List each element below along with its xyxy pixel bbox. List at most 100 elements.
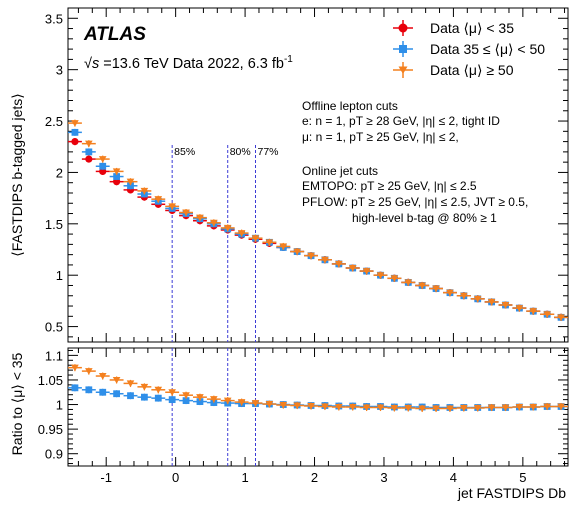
main-data-points xyxy=(68,119,568,322)
ratio-point-series-2 xyxy=(487,404,496,412)
ratio-tick-label: 1 xyxy=(56,398,63,413)
x-tick-label: 5 xyxy=(519,470,526,485)
data-point-series-2 xyxy=(237,230,246,237)
data-point-series-2 xyxy=(140,187,149,195)
ratio-point-series-2 xyxy=(112,376,121,384)
ratio-point-series-1 xyxy=(196,398,204,405)
ratio-point-series-2 xyxy=(446,405,454,413)
ratio-point-series-2 xyxy=(418,405,426,413)
y-tick-label: 0.5 xyxy=(45,320,63,335)
y-axis-title-main: ⟨FASTDIPS b-tagged jets⟩ xyxy=(9,93,25,256)
legend-marker-low-mu xyxy=(398,23,408,33)
ratio-point-series-1 xyxy=(71,384,79,392)
ratio-point-series-2 xyxy=(348,404,357,411)
data-point-series-2 xyxy=(460,292,468,300)
x-tick-label: -1 xyxy=(100,470,112,485)
data-point-series-2 xyxy=(154,196,163,203)
data-point-series-1 xyxy=(85,148,93,156)
ratio-point-series-1 xyxy=(99,388,107,396)
ratio-point-series-2 xyxy=(182,392,190,399)
data-point-series-2 xyxy=(390,275,399,283)
ratio-point-series-2 xyxy=(321,403,329,411)
data-point-series-2 xyxy=(112,168,121,176)
ratio-point-series-1 xyxy=(182,397,190,405)
data-point-series-2 xyxy=(251,235,260,243)
online-cuts-pflow: PFLOW: pT ≥ 25 GeV, |η| ≤ 2.5, JVT ≥ 0.5… xyxy=(302,195,528,209)
data-point-series-1 xyxy=(127,182,134,190)
data-point-series-2 xyxy=(98,156,107,163)
ratio-point-series-2 xyxy=(376,404,385,412)
ratio-point-series-2 xyxy=(251,400,260,407)
ratio-point-series-2 xyxy=(279,402,288,409)
y-tick-label: 1.5 xyxy=(45,217,63,232)
ratio-point-series-2 xyxy=(140,383,149,391)
ratio-point-series-2 xyxy=(307,403,315,410)
ratio-tick-label: 0.95 xyxy=(38,422,63,437)
x-tick-label: 4 xyxy=(450,470,457,485)
ratio-point-series-2 xyxy=(293,402,301,410)
energy-lumi-text: =13.6 TeV Data 2022, 6.3 fb xyxy=(99,56,284,72)
data-point-series-2 xyxy=(543,311,551,319)
data-point-series-0 xyxy=(71,138,79,146)
ratio-point-series-2 xyxy=(529,404,538,411)
ratio-point-series-2 xyxy=(390,404,399,412)
data-point-series-2 xyxy=(348,265,357,272)
ratio-point-series-1 xyxy=(127,392,134,400)
working-point-label: 85% xyxy=(174,146,195,158)
legend-entry-mid-mu: Data 35 ≤ ⟨μ⟩ < 50 xyxy=(393,41,545,57)
ratio-point-series-2 xyxy=(71,364,79,372)
working-point-lines: 85% 80% 77% xyxy=(171,145,279,466)
offline-cuts-muon: μ: n = 1, pT ≥ 25 GeV, |η| ≤ 2, xyxy=(302,130,459,144)
ratio-tick-label: 0.9 xyxy=(45,447,63,462)
ratio-tick-label: 1.05 xyxy=(38,373,63,388)
y-tick-label: 2.5 xyxy=(45,114,63,129)
ratio-point-series-1 xyxy=(113,390,121,398)
data-point-series-2 xyxy=(487,298,496,306)
legend-label-high-mu: Data ⟨μ⟩ ≥ 50 xyxy=(430,62,514,78)
y-tick-label: 3.5 xyxy=(45,11,63,26)
data-point-series-2 xyxy=(85,140,93,148)
ratio-point-series-1 xyxy=(168,396,176,404)
ratio-point-series-2 xyxy=(557,403,565,411)
ratio-point-series-1 xyxy=(154,394,162,402)
data-point-series-2 xyxy=(376,272,385,279)
x-tick-label: 2 xyxy=(311,470,318,485)
ratio-tick-label: 1.1 xyxy=(45,348,63,363)
x-axis-title: jet FASTDIPS Db xyxy=(457,485,566,501)
data-point-series-2 xyxy=(335,260,343,268)
ratio-point-series-2 xyxy=(515,404,524,411)
data-point-series-2 xyxy=(196,214,204,222)
data-point-series-2 xyxy=(557,314,565,322)
ratio-point-series-2 xyxy=(98,373,107,380)
main-plot-frame xyxy=(67,7,569,343)
y-axis-title-ratio: Ratio to ⟨μ⟩ < 35 xyxy=(9,352,25,455)
legend-marker-mid-mu xyxy=(399,45,407,53)
data-point-series-2 xyxy=(168,203,176,211)
data-point-series-1 xyxy=(71,128,79,136)
data-point-series-1 xyxy=(113,173,121,180)
lumi-superscript: -1 xyxy=(284,54,293,65)
ratio-point-series-2 xyxy=(223,397,232,405)
x-tick-label: 3 xyxy=(380,470,387,485)
legend-label-low-mu: Data ⟨μ⟩ < 35 xyxy=(430,20,514,36)
online-cuts-emtopo: EMTOPO: pT ≥ 25 GeV, |η| ≤ 2.5 xyxy=(302,179,477,193)
axis-ticks: -1 0 1 2 3 4 5 0.5 1 1.5 2 2.5 3 3.5 0.9 0.95 1 1.05 1.1 xyxy=(38,7,568,485)
ratio-point-series-1 xyxy=(85,386,93,394)
ratio-point-series-2 xyxy=(501,404,510,412)
ratio-point-series-2 xyxy=(196,394,204,401)
ratio-point-series-2 xyxy=(460,404,468,412)
data-point-series-0 xyxy=(85,155,93,163)
data-point-series-2 xyxy=(473,295,482,303)
y-tick-label: 1 xyxy=(56,268,63,283)
ratio-point-series-2 xyxy=(362,404,371,412)
online-cuts-btag: high-level b-tag @ 80% ≥ 1 xyxy=(352,211,497,225)
working-point-label: 77% xyxy=(258,146,279,158)
offline-cuts-title: Offline lepton cuts xyxy=(302,99,398,113)
y-tick-label: 3 xyxy=(56,63,63,78)
ratio-point-series-2 xyxy=(154,386,163,394)
ratio-point-series-2 xyxy=(265,401,274,408)
legend: Data ⟨μ⟩ < 35 Data 35 ≤ ⟨μ⟩ < 50 Data ⟨μ… xyxy=(393,20,545,78)
ratio-point-series-2 xyxy=(404,404,413,412)
data-point-series-2 xyxy=(515,305,524,312)
data-point-series-2 xyxy=(446,289,454,297)
